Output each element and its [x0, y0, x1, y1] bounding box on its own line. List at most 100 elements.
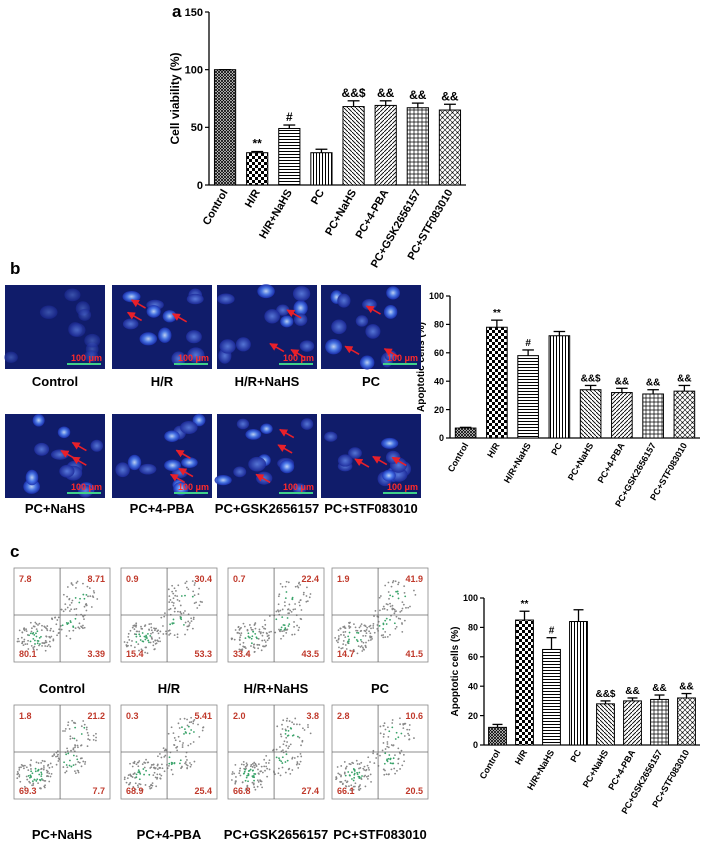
bar	[488, 726, 507, 746]
flow-caption: PC+NaHS	[32, 827, 93, 842]
event-dot	[245, 787, 248, 790]
event-dot	[168, 601, 171, 603]
nucleus	[359, 355, 375, 370]
x-tick-label: PC+NaHS	[581, 748, 611, 789]
nucleus	[264, 309, 281, 324]
x-tick-label: PC	[549, 441, 564, 457]
event-dot	[65, 764, 68, 766]
event-dot	[397, 736, 400, 739]
event-dot	[186, 718, 189, 721]
event-dot	[341, 783, 344, 786]
event-dot	[135, 624, 138, 627]
event-dot	[37, 768, 40, 771]
event-dot	[184, 594, 186, 597]
arrow	[60, 450, 76, 460]
event-dot	[27, 648, 30, 650]
nucleus	[280, 315, 294, 328]
event-dot	[35, 635, 38, 638]
x-tick-label: PC+4-PBA	[354, 187, 392, 240]
event-dot	[382, 636, 385, 639]
nucleus	[235, 337, 251, 352]
event-dot	[43, 760, 46, 763]
event-dot	[242, 622, 245, 625]
event-dot	[171, 590, 174, 593]
event-dot	[400, 749, 403, 752]
event-dot	[353, 623, 355, 625]
event-dot	[238, 769, 241, 772]
event-dot	[138, 633, 141, 636]
event-dot	[171, 584, 174, 587]
quadrant-value: 69.3	[19, 786, 37, 796]
nucleus	[381, 437, 399, 449]
flow-plot: 0.3 5.41 68.9 25.4	[120, 704, 218, 800]
event-dot	[132, 761, 135, 764]
event-dot	[37, 624, 39, 626]
event-dot	[286, 617, 289, 619]
event-dot	[357, 632, 360, 634]
event-dot	[38, 636, 41, 639]
event-dot	[386, 726, 389, 729]
event-dot	[399, 723, 401, 726]
event-dot	[180, 612, 183, 615]
event-dot	[185, 580, 188, 583]
event-dot	[138, 649, 140, 652]
event-dot	[167, 588, 170, 591]
event-dot	[264, 623, 267, 626]
arrow	[277, 444, 293, 454]
event-dot	[242, 763, 245, 766]
event-dot	[298, 763, 301, 766]
y-tick-label: 0	[197, 180, 203, 192]
event-dot	[296, 761, 299, 763]
event-dot	[363, 765, 366, 768]
event-dot	[180, 767, 182, 770]
event-dot	[85, 593, 88, 596]
panel-label: a	[172, 2, 182, 21]
flow-plot: 7.8 8.71 80.1 3.39	[13, 567, 111, 663]
event-dot	[361, 775, 363, 777]
event-dot	[56, 619, 59, 621]
x-tick-label: PC	[309, 187, 327, 206]
event-dot	[402, 727, 405, 730]
event-dot	[345, 767, 347, 769]
event-dot	[348, 627, 351, 629]
event-dot	[177, 610, 179, 613]
event-dot	[382, 605, 385, 608]
event-dot	[157, 632, 160, 635]
event-dot	[85, 604, 88, 607]
event-dot	[254, 627, 257, 630]
event-dot	[182, 612, 185, 614]
event-dot	[356, 631, 358, 634]
significance-label: #	[549, 626, 555, 637]
event-dot	[384, 630, 387, 633]
event-dot	[18, 640, 20, 643]
event-dot	[75, 582, 78, 584]
significance-label: &&	[625, 686, 639, 697]
event-dot	[160, 616, 163, 619]
quadrant-value: 68.9	[126, 786, 144, 796]
micrograph: 100 μm	[5, 414, 105, 498]
event-dot	[384, 584, 387, 587]
event-dot	[31, 784, 33, 787]
event-dot	[66, 595, 68, 598]
event-dot	[67, 752, 70, 755]
event-dot	[287, 747, 290, 750]
event-dot	[306, 600, 309, 603]
event-dot	[399, 768, 401, 770]
nucleus	[337, 293, 351, 308]
event-dot	[69, 735, 72, 738]
event-dot	[293, 621, 295, 623]
event-dot	[236, 632, 239, 634]
event-dot	[139, 783, 142, 786]
event-dot	[43, 785, 46, 788]
event-dot	[154, 629, 156, 632]
event-dot	[253, 647, 256, 649]
event-dot	[277, 603, 280, 606]
event-dot	[158, 767, 161, 769]
event-dot	[171, 601, 173, 604]
event-dot	[298, 723, 301, 726]
event-dot	[285, 580, 288, 583]
event-dot	[350, 787, 353, 790]
event-dot	[55, 623, 58, 626]
event-dot	[164, 612, 166, 615]
event-dot	[350, 789, 353, 792]
